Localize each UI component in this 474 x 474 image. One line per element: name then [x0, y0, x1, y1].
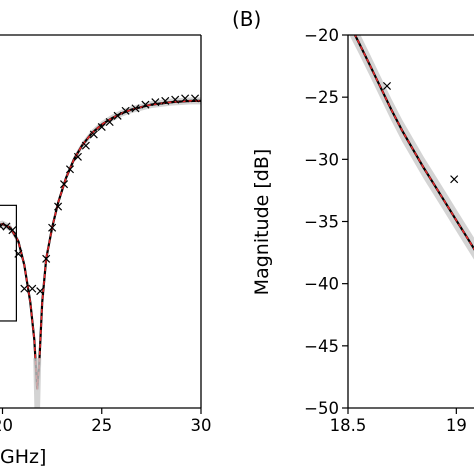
- panel-b-axis-ticks: 18.5 19 −20 −25 −30 −35 −40 −45 −50: [304, 26, 467, 435]
- panel-a-x-tick-label: 30: [191, 416, 212, 435]
- panel-b-mean-line-dashed: [354, 35, 474, 251]
- panel-b-y-axis-label: Magnitude [dB]: [251, 149, 273, 296]
- panel-a-data-marker: [105, 118, 114, 127]
- panel-a-x-tick-label: 20: [0, 416, 13, 435]
- panel-a-data-marker: [65, 165, 75, 174]
- panel-a-inset-box: [0, 204, 17, 322]
- panel-b-y-tick-label: −25: [304, 88, 339, 107]
- panel-a-data-marker: [2, 222, 11, 231]
- panel-a-data-marker: [89, 130, 98, 139]
- panel-a-data-marker: [131, 104, 140, 113]
- panel-b-y-tick-label: −30: [304, 150, 339, 169]
- panel-a-data-marker: [171, 95, 180, 104]
- panel-a-uncertainty-band: [0, 97, 201, 393]
- panel-b-x-tick-label: 19: [446, 416, 467, 435]
- panel-a-mean-line-dashed: [0, 100, 201, 390]
- panel-a-data-marker: [48, 223, 57, 232]
- panel-a: 20 25 30 GHz]: [0, 34, 212, 468]
- panel-a-data-marker: [121, 106, 130, 115]
- panel-a-data-marker: [73, 152, 82, 161]
- panel-a-model-line: [0, 99, 201, 390]
- panel-b-y-tick-label: −40: [304, 275, 339, 294]
- panel-a-x-ticks: 20 25 30: [0, 408, 212, 435]
- panel-a-data-marker: [60, 180, 69, 189]
- panel-a-data-marker: [141, 100, 150, 109]
- panel-b-x-tick-label: 18.5: [330, 416, 367, 435]
- panel-b-y-tick-label: −20: [304, 26, 339, 45]
- panel-a-x-tick-label: 25: [91, 416, 112, 435]
- panel-a-data-marker: [36, 287, 45, 296]
- panel-a-data-marker: [42, 254, 51, 263]
- panel-b-plot-area: [349, 35, 474, 260]
- panel-a-data-marker: [0, 222, 5, 231]
- panel-a-uncertainty-spike: [33, 358, 42, 408]
- panel-b-data-marker: [382, 81, 392, 91]
- panel-a-data-marker: [81, 141, 90, 150]
- panel-a-data-marker: [54, 202, 63, 211]
- panel-b-y-tick-label: −35: [304, 213, 339, 232]
- panel-a-data-marker: [191, 94, 200, 103]
- panel-a-data-marker: [28, 284, 37, 293]
- panel-a-data-marker: [20, 284, 29, 293]
- panel-a-x-axis-label: GHz]: [0, 446, 46, 468]
- panel-a-data-marker: [97, 122, 106, 132]
- panel-b-label: (B): [232, 7, 261, 31]
- panel-b-y-tick-label: −45: [304, 337, 339, 356]
- panel-b-uncertainty-band: [349, 35, 474, 260]
- panel-a-data-marker: [151, 98, 160, 107]
- panel-a-data-marker: [181, 94, 190, 103]
- panel-b-y-tick-label: −50: [304, 399, 339, 418]
- panel-b: 18.5 19 −20 −25 −30 −35 −40 −45 −50 (B) Magnitud…: [232, 7, 474, 435]
- panel-a-data-marker: [113, 111, 122, 120]
- panel-b-data-marker: [450, 175, 459, 184]
- panel-a-data-marker: [8, 226, 17, 235]
- panel-a-plot-area: [0, 94, 201, 408]
- panel-a-data-marker: [161, 96, 170, 105]
